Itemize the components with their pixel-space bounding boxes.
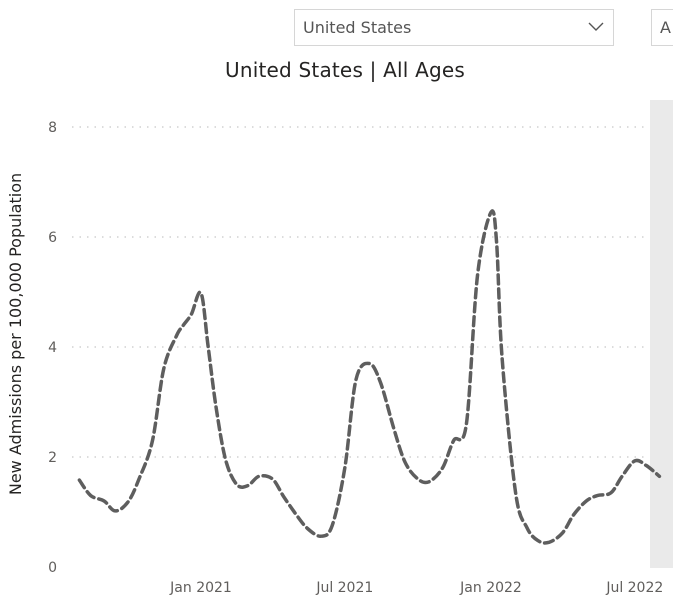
geography-dropdown[interactable]: United States <box>294 9 614 46</box>
age-dropdown[interactable]: A <box>651 9 673 46</box>
x-tick-label: Jan 2021 <box>169 580 232 596</box>
x-tick-label: Jul 2022 <box>605 580 663 596</box>
series-line <box>77 209 662 545</box>
y-tick-label: 8 <box>48 120 57 136</box>
y-tick-label: 4 <box>48 340 57 356</box>
x-tick-label: Jan 2022 <box>459 580 522 596</box>
y-tick-label: 0 <box>48 560 57 576</box>
y-axis-label: New Admissions per 100,000 Population <box>6 173 25 495</box>
scrollbar-track[interactable] <box>650 100 673 568</box>
age-dropdown-value: A <box>660 18 671 37</box>
x-tick-label: Jul 2021 <box>315 580 373 596</box>
geography-dropdown-value: United States <box>303 18 412 37</box>
chevron-down-icon <box>588 22 604 31</box>
y-tick-label: 6 <box>48 230 57 246</box>
y-tick-label: 2 <box>48 450 57 466</box>
chart-title: United States | All Ages <box>225 58 465 82</box>
